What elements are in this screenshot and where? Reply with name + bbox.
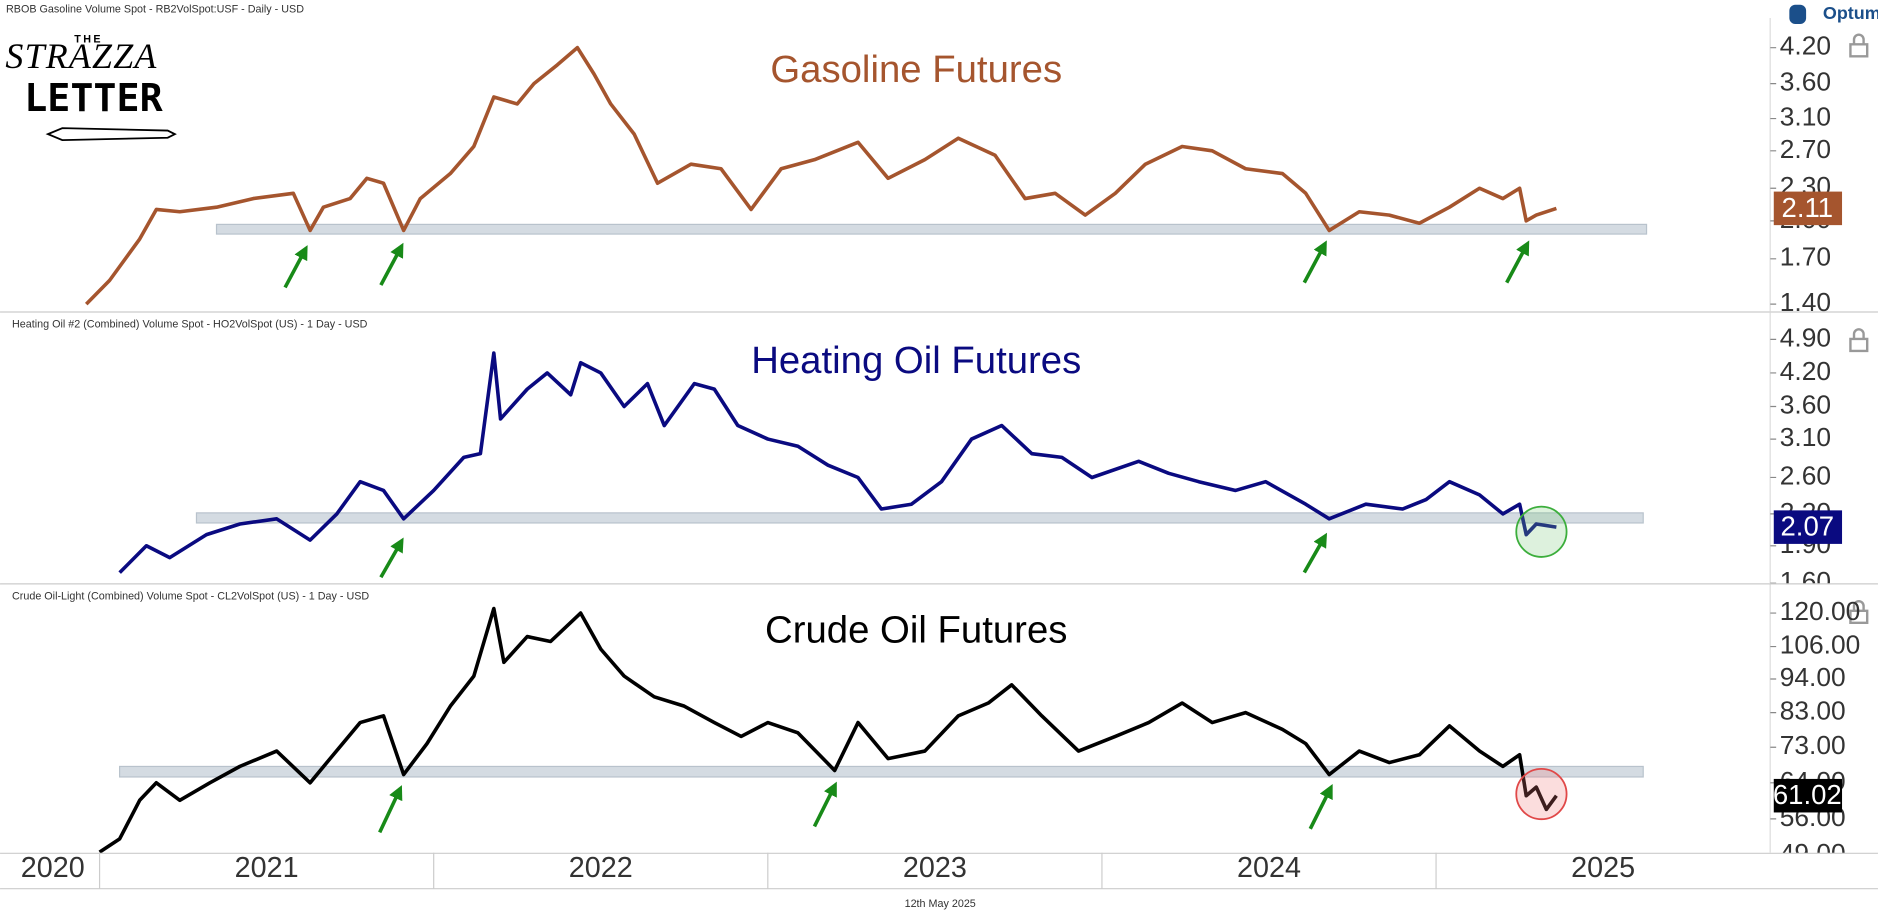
x-tick-label: 2023 xyxy=(903,852,967,884)
arrow xyxy=(812,781,837,828)
arrow xyxy=(283,245,308,289)
y-tick-label: 4.20 xyxy=(1780,31,1831,61)
y-axis: 120.00106.0094.0083.0073.0064.0056.0049.… xyxy=(1770,596,1861,868)
y-tick-label: 2.60 xyxy=(1780,460,1831,490)
x-tick-label: 2022 xyxy=(569,852,633,884)
y-tick-label: 73.00 xyxy=(1780,730,1846,760)
y-tick-label: 4.90 xyxy=(1780,322,1831,352)
last-value-box xyxy=(1773,191,1843,226)
last-value-box xyxy=(1773,778,1843,813)
plot xyxy=(98,606,1558,853)
date: 12th May 2025 xyxy=(905,898,976,910)
brand-icon xyxy=(1789,4,1807,24)
support-band xyxy=(215,223,1648,235)
arrow xyxy=(1302,240,1327,284)
support-band xyxy=(195,512,1644,524)
highlight-circle xyxy=(1515,768,1568,821)
x-tick-label: 2021 xyxy=(235,852,299,884)
panel-subtitle: Heating Oil #2 (Combined) Volume Spot - … xyxy=(12,318,368,330)
y-tick-label: 1.40 xyxy=(1780,287,1831,317)
logo-top: THE xyxy=(74,33,103,45)
price-line xyxy=(98,606,1558,853)
panel: Heating Oil #2 (Combined) Volume Spot - … xyxy=(0,312,1878,596)
chart-title: Gasoline Futures xyxy=(770,48,1062,91)
logo-bottom: LETTER xyxy=(24,76,163,121)
panel: Crude Oil-Light (Combined) Volume Spot -… xyxy=(0,584,1878,868)
chart-title: Heating Oil Futures xyxy=(751,339,1081,382)
lock-icon xyxy=(1849,600,1869,624)
arrow xyxy=(1308,784,1333,830)
x-axis: 2020 2021 2022 2023 2024 2025 xyxy=(0,852,1878,890)
y-tick-label: 4.20 xyxy=(1780,356,1831,386)
y-tick-label: 3.60 xyxy=(1780,389,1831,419)
y-tick-label: 120.00 xyxy=(1780,596,1861,626)
y-tick-label: 2.70 xyxy=(1780,134,1831,164)
y-tick-label: 1.70 xyxy=(1780,242,1831,272)
chart-title: Crude Oil Futures xyxy=(765,608,1067,651)
last-value-box xyxy=(1773,510,1843,544)
price-line xyxy=(118,351,1557,574)
y-tick-label: 49.00 xyxy=(1780,838,1846,868)
y-axis: 4.203.603.102.702.302.001.701.40 xyxy=(1770,31,1831,317)
last-value-label: 2.07 xyxy=(1781,511,1835,542)
price-line xyxy=(84,45,1557,306)
y-tick-label: 94.00 xyxy=(1780,662,1846,692)
arrow xyxy=(378,785,403,834)
logo-pen xyxy=(45,127,177,142)
arrow xyxy=(379,537,404,579)
x-tick-label: 2020 xyxy=(21,852,85,884)
annotations xyxy=(283,240,1530,834)
x-tick-label: 2025 xyxy=(1571,852,1635,884)
highlight-circle xyxy=(1515,505,1568,558)
y-tick-label: 3.10 xyxy=(1780,102,1831,132)
arrow xyxy=(379,242,404,286)
brand: Optuma xyxy=(1823,3,1878,23)
last-value-label: 2.11 xyxy=(1782,192,1834,223)
y-tick-label: 106.00 xyxy=(1780,630,1861,660)
plot xyxy=(118,351,1557,574)
y-tick-label: 3.10 xyxy=(1780,422,1831,452)
arrow xyxy=(1505,240,1530,284)
panel-subtitle: Crude Oil-Light (Combined) Volume Spot -… xyxy=(12,590,369,602)
panel: Gasoline Futures4.203.603.102.702.302.00… xyxy=(0,17,1878,317)
logo-middle: STRAZZA xyxy=(5,36,157,76)
x-tick-label: 2024 xyxy=(1237,852,1301,884)
logo: THE STRAZZA LETTER xyxy=(5,33,177,142)
header: RBOB Gasoline Volume Spot - RB2VolSpot:U… xyxy=(6,3,304,15)
lock-icon xyxy=(1849,33,1869,58)
y-axis: 4.904.203.603.102.602.201.901.60 xyxy=(1770,322,1831,596)
plot xyxy=(84,45,1557,306)
support-band xyxy=(119,765,1644,778)
last-value-label: 61.02 xyxy=(1773,779,1842,810)
lock-icon xyxy=(1849,328,1869,353)
y-tick-label: 83.00 xyxy=(1780,696,1846,726)
arrow xyxy=(1302,532,1328,574)
y-tick-label: 3.60 xyxy=(1780,67,1831,97)
y-tick-label: 1.60 xyxy=(1780,566,1831,596)
